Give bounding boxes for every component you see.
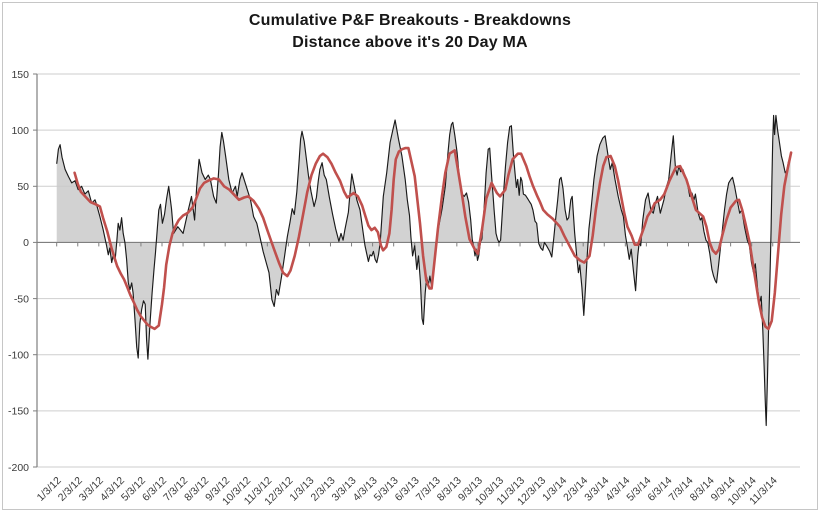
y-axis-label: -200	[8, 462, 29, 474]
y-axis-label: -50	[14, 293, 29, 305]
area-series-fill	[56, 115, 791, 426]
y-axis-label: -150	[8, 406, 29, 418]
y-axis-label: 100	[11, 125, 29, 137]
y-axis-label: 0	[23, 237, 29, 249]
y-axis-label: 150	[11, 69, 29, 81]
chart-title-line1: Cumulative P&F Breakouts - Breakdowns	[248, 12, 572, 29]
chart-title: Cumulative P&F Breakouts - Breakdowns Di…	[0, 10, 820, 54]
chart-title-line2: Distance above it's 20 Day MA	[292, 34, 528, 51]
y-axis-label: 50	[17, 181, 29, 193]
ma-line-series	[73, 146, 793, 331]
y-axis-label: -100	[8, 350, 29, 362]
